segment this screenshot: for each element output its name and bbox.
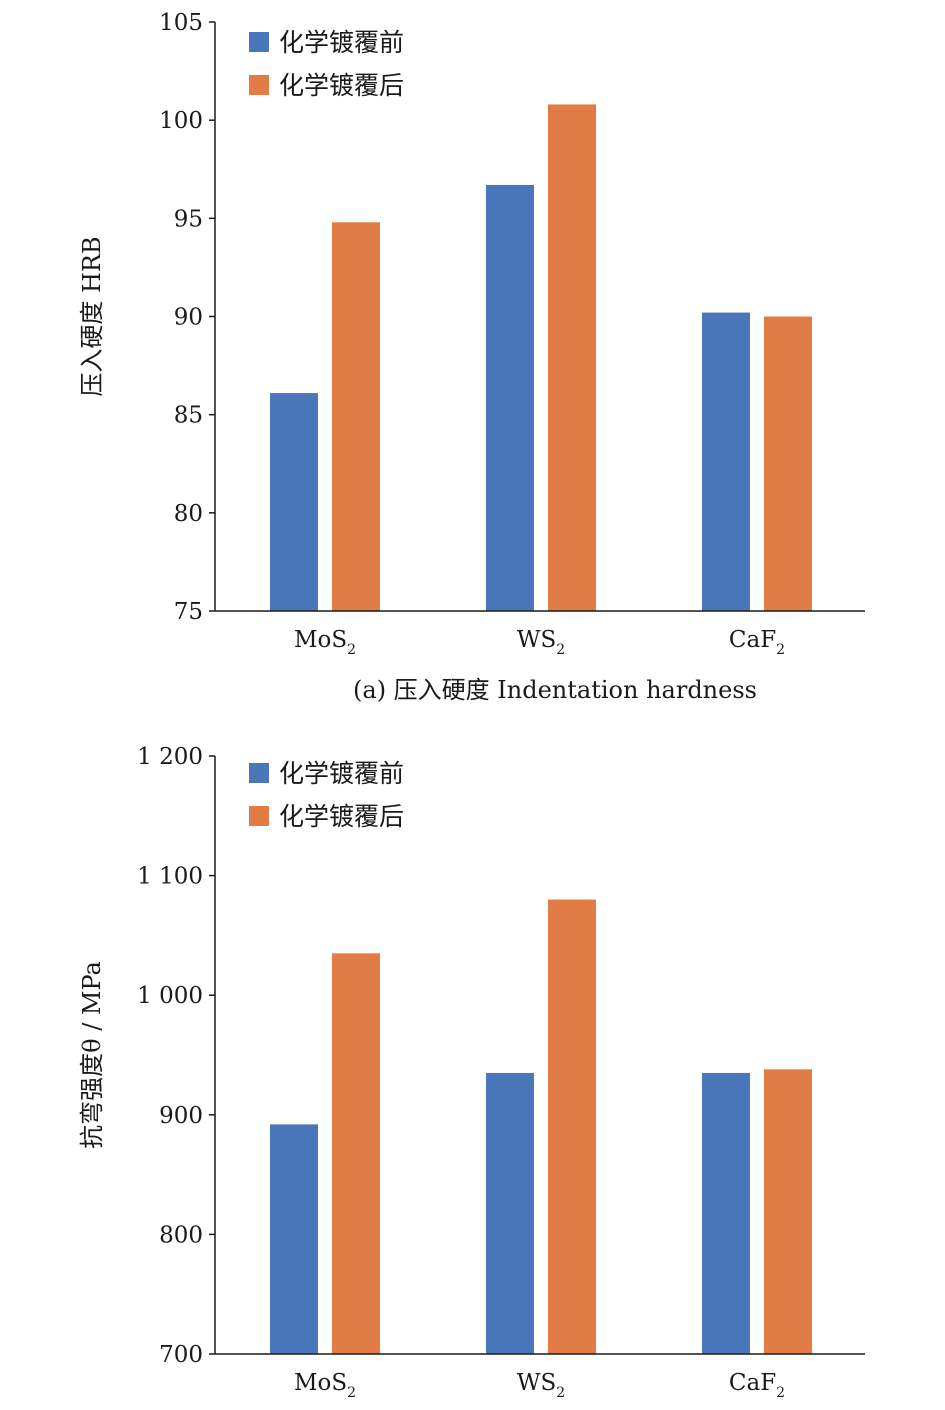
bar-before-0 [270, 393, 318, 611]
bar-after-1 [548, 104, 596, 612]
bar-before-1 [486, 1072, 534, 1354]
legend-label-after: 化学镀覆后 [279, 71, 404, 100]
y-tick-label: 85 [174, 403, 203, 429]
y-axis-title: 压入硬度 HRB [78, 236, 106, 396]
bending-strength-chart: 700 800 900 1 000 1 100 1 200 MoS2 WS2 CaF2 抗弯强度θ… [78, 744, 865, 1401]
x-category-label: MoS2 [294, 627, 356, 658]
bar-after-1 [548, 899, 596, 1354]
legend-swatch-before [249, 763, 269, 783]
legend-label-before: 化学镀覆前 [279, 759, 404, 788]
y-tick-label: 75 [174, 599, 203, 625]
hardness-chart: 75 80 85 90 95 100 105 MoS2 WS2 CaF2 压入硬度 HRB 化学镀覆前… [78, 10, 865, 704]
bar-before-0 [270, 1124, 318, 1354]
bar-after-2 [764, 316, 812, 611]
legend-label-before: 化学镀覆前 [279, 28, 404, 57]
bar-after-0 [332, 222, 380, 611]
y-tick-label: 700 [159, 1342, 203, 1368]
legend-swatch-after [249, 806, 269, 826]
x-category-label: CaF2 [729, 627, 785, 658]
legend-label-after: 化学镀覆后 [279, 802, 404, 831]
y-tick-label: 95 [174, 206, 203, 232]
y-tick-label: 1 000 [137, 983, 203, 1009]
y-tick-label: 90 [174, 305, 203, 331]
x-category-label: WS2 [517, 1370, 565, 1401]
y-tick-label: 100 [159, 108, 203, 134]
y-tick-label: 800 [159, 1222, 203, 1248]
y-tick-label: 1 200 [137, 744, 203, 770]
bar-after-0 [332, 953, 380, 1354]
legend-swatch-after [249, 75, 269, 95]
bar-after-2 [764, 1069, 812, 1354]
bar-before-2 [702, 1072, 750, 1354]
y-tick-label: 900 [159, 1103, 203, 1129]
y-tick-label: 80 [174, 501, 203, 527]
figure-caption: (a) 压入硬度 Indentation hardness [353, 676, 757, 704]
y-tick-label: 1 100 [137, 864, 203, 890]
y-axis-title: 抗弯强度θ / MPa [78, 961, 106, 1149]
x-category-label: MoS2 [294, 1370, 356, 1401]
bar-before-1 [486, 184, 534, 611]
y-tick-label: 105 [159, 10, 203, 36]
x-category-label: CaF2 [729, 1370, 785, 1401]
legend-swatch-before [249, 32, 269, 52]
x-category-label: WS2 [517, 627, 565, 658]
bar-before-2 [702, 312, 750, 611]
